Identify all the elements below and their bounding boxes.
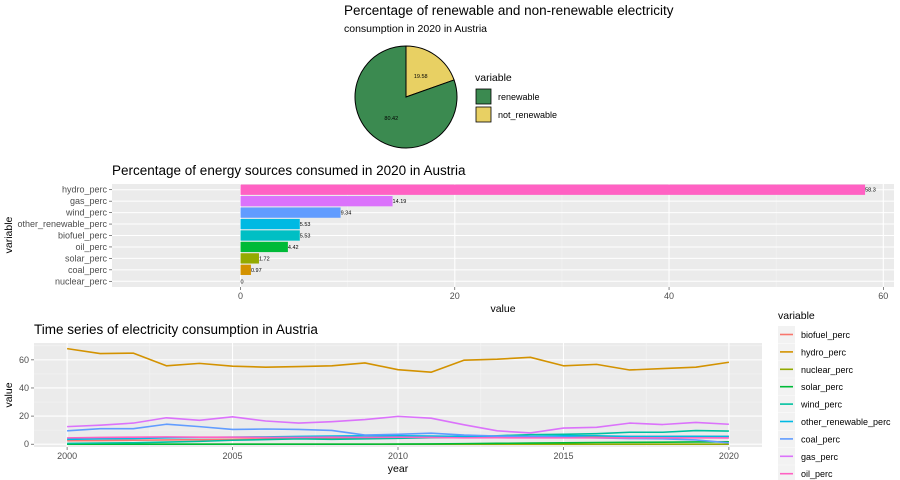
pie-legend-label-renewable: renewable bbox=[498, 92, 540, 102]
bar-x-tick-labels: 0 20 40 60 bbox=[238, 287, 888, 301]
line-x-tick-labels: 2000 2005 2010 2015 2020 bbox=[57, 447, 739, 461]
bar-y-label-hydro-perc: hydro_perc bbox=[62, 185, 108, 195]
bar-label-gas-perc: 14.19 bbox=[393, 199, 407, 205]
pie-legend-label-not-renewable: not_renewable bbox=[498, 110, 557, 120]
line-legend-label-solar-perc: solar_perc bbox=[801, 382, 844, 392]
bar-solar-perc bbox=[240, 253, 259, 264]
bar-x-label-20: 20 bbox=[450, 291, 460, 301]
line-series-hydro-perc bbox=[66, 347, 730, 374]
bar-y-axis-title: variable bbox=[3, 216, 15, 253]
pie-labels: 19.58 80.42 bbox=[384, 74, 427, 122]
bar-bars bbox=[240, 184, 866, 275]
line-legend-label-gas-perc: gas_perc bbox=[801, 452, 839, 462]
pie-legend: renewable not_renewable bbox=[475, 88, 557, 123]
line-series-gas-perc bbox=[67, 415, 729, 434]
line-legend-title: variable bbox=[778, 310, 815, 322]
bar-y-label-nuclear-perc: nuclear_perc bbox=[55, 276, 108, 286]
pie-legend-title: variable bbox=[475, 72, 512, 84]
bar-label-oil-perc: 4.42 bbox=[288, 245, 299, 251]
bar-y-label-oil-perc: oil_perc bbox=[75, 242, 107, 252]
line-legend-label-nuclear-perc: nuclear_perc bbox=[801, 365, 854, 375]
line-legend-label-other-renewable-perc: other_renewable_perc bbox=[801, 417, 891, 427]
line-series bbox=[66, 347, 730, 445]
pie-subtitle: consumption in 2020 in Austria bbox=[344, 23, 487, 35]
line-y-label-60: 60 bbox=[19, 355, 29, 365]
bar-coal-perc bbox=[240, 264, 251, 275]
line-x-label-2015: 2015 bbox=[553, 451, 573, 461]
pie-slice-renewable bbox=[354, 45, 458, 149]
bar-label-solar-perc: 1.72 bbox=[259, 256, 270, 262]
bar-label-hydro-perc: 58.3 bbox=[865, 188, 876, 194]
bar-label-coal-perc: 0.97 bbox=[251, 268, 262, 274]
line-y-label-20: 20 bbox=[19, 411, 29, 421]
pie-title: Percentage of renewable and non-renewabl… bbox=[344, 3, 674, 18]
line-y-tick-labels: 0 20 40 60 bbox=[19, 355, 34, 449]
pie-legend-key-renewable bbox=[475, 88, 492, 105]
bar-oil-perc bbox=[240, 241, 288, 253]
bar-y-label-gas-perc: gas_perc bbox=[70, 196, 108, 206]
line-legend-label-biofuel-perc: biofuel_perc bbox=[801, 330, 851, 340]
line-series-solar-perc bbox=[67, 440, 729, 445]
bar-y-label-coal-perc: coal_perc bbox=[68, 265, 108, 275]
line-series-oil-perc bbox=[67, 436, 729, 439]
line-series-wind-perc bbox=[67, 429, 729, 445]
bar-biofuel-perc bbox=[240, 230, 300, 241]
line-x-label-2000: 2000 bbox=[57, 451, 77, 461]
bar-label-nuclear-perc: 0 bbox=[241, 279, 244, 285]
bar-x-label-0: 0 bbox=[238, 291, 243, 301]
line-x-axis-title: year bbox=[388, 463, 409, 475]
bar-y-label-other-renewable-perc: other_renewable_perc bbox=[17, 219, 107, 229]
pie-slices bbox=[354, 45, 458, 149]
line-x-label-2010: 2010 bbox=[388, 451, 408, 461]
bar-label-biofuel-perc: 5.53 bbox=[300, 234, 311, 240]
line-legend-label-oil-perc: oil_perc bbox=[801, 469, 833, 479]
bar-wind-perc bbox=[240, 207, 341, 218]
line-x-label-2005: 2005 bbox=[223, 451, 243, 461]
line-legend-key-bg-oil-perc bbox=[778, 465, 795, 480]
bar-x-label-60: 60 bbox=[878, 291, 888, 301]
line-x-label-2020: 2020 bbox=[719, 451, 739, 461]
line-y-axis-title: value bbox=[3, 382, 15, 407]
line-y-label-40: 40 bbox=[19, 383, 29, 393]
pie-legend-key-not-renewable bbox=[475, 106, 492, 123]
pie-label-renewable: 80.42 bbox=[384, 116, 398, 122]
bar-hydro-perc bbox=[240, 184, 866, 195]
bar-x-axis-title: value bbox=[490, 303, 515, 315]
bar-title: Percentage of energy sources consumed in… bbox=[112, 163, 466, 178]
bar-label-other-renewable-perc: 5.53 bbox=[300, 222, 311, 228]
pie-slice-not-renewable bbox=[405, 45, 455, 98]
line-legend-label-wind-perc: wind_perc bbox=[800, 400, 843, 410]
line-legend-label-coal-perc: coal_perc bbox=[801, 434, 841, 444]
bar-data-labels: 58.314.199.345.535.534.421.720.970 bbox=[241, 188, 876, 286]
line-y-label-0: 0 bbox=[24, 439, 29, 449]
bar-chart: Percentage of energy sources consumed in… bbox=[3, 163, 894, 315]
bar-y-label-wind-perc: wind_perc bbox=[65, 208, 108, 218]
bar-x-label-40: 40 bbox=[664, 291, 674, 301]
bar-gas-perc bbox=[240, 196, 393, 207]
bar-label-wind-perc: 9.34 bbox=[341, 211, 352, 217]
line-legend: biofuel_perc hydro_perc nuclear_perc solar_… bbox=[778, 326, 891, 480]
pie-chart: Percentage of renewable and non-renewabl… bbox=[344, 3, 674, 149]
line-chart: Time series of electricity consumption i… bbox=[3, 310, 891, 480]
line-title: Time series of electricity consumption i… bbox=[34, 322, 318, 337]
bar-y-label-biofuel-perc: biofuel_perc bbox=[58, 231, 108, 241]
bar-y-label-solar-perc: solar_perc bbox=[65, 253, 108, 263]
line-legend-label-hydro-perc: hydro_perc bbox=[801, 347, 847, 357]
pie-label-not-renewable: 19.58 bbox=[414, 74, 428, 80]
bar-other-renewable-perc bbox=[240, 218, 300, 230]
